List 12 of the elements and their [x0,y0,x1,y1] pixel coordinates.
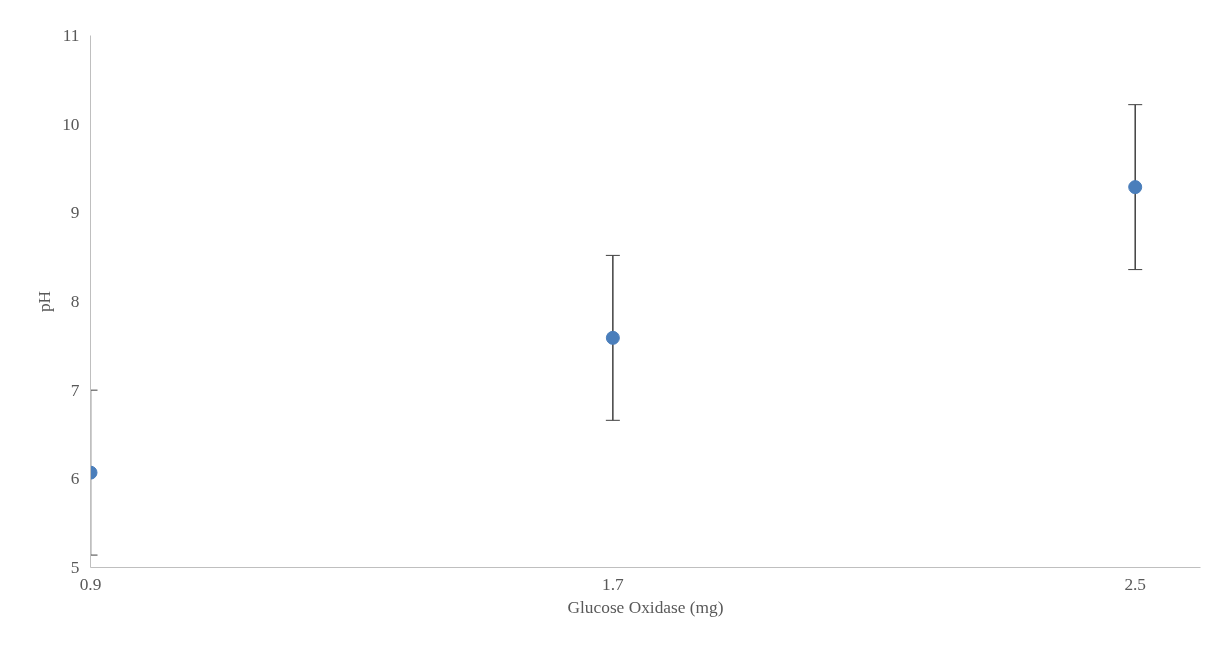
y-tick-label: 5 [70,558,80,577]
y-axis-title: pH [35,290,55,313]
x-tick-label: 2.5 [1124,574,1147,594]
x-tick-label: 0.9 [79,574,102,594]
y-tick-label: 8 [70,292,80,311]
y-tick-label: 9 [70,203,80,223]
y-tick-label: 11 [62,26,80,45]
y-tick-label: 10 [62,114,80,134]
y-tick-label: 6 [70,469,80,489]
y-tick-label: 7 [70,380,80,400]
x-tick-label: 1.7 [602,574,625,594]
x-axis-title: Glucose Oxidase (mg) [567,597,724,617]
